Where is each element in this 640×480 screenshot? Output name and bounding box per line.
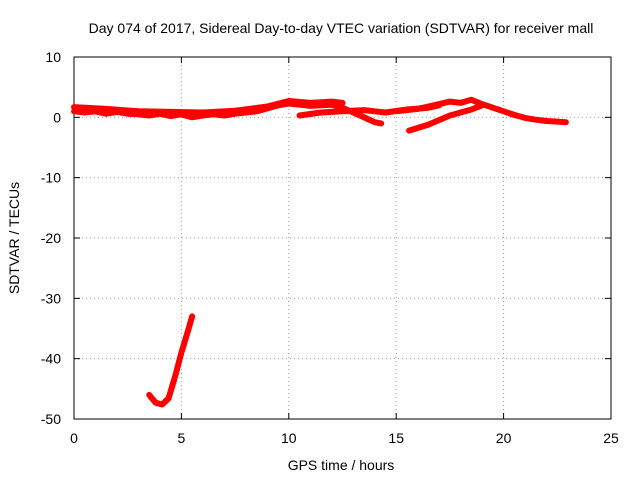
y-tick-label: -30 [41,290,61,306]
x-tick-label: 25 [603,430,619,446]
x-axis-label: GPS time / hours [288,457,395,473]
y-axis-label: SDTVAR / TECUs [6,182,22,294]
grid-lines [74,57,611,419]
y-tick-label: -20 [41,230,61,246]
series-line-mall-dip [146,313,196,408]
y-tick-label: -50 [41,411,61,427]
x-tick-label: 20 [496,430,512,446]
series-layer [71,96,569,408]
y-tick-label: 0 [53,109,61,125]
x-tick-label: 10 [281,430,297,446]
x-tick-label: 5 [178,430,186,446]
x-tick-label: 15 [388,430,404,446]
chart-title: Day 074 of 2017, Sidereal Day-to-day VTE… [89,20,594,36]
y-tick-label: 10 [45,49,61,65]
series-line-mall-late [393,96,569,126]
series-line-mall-main [71,100,385,127]
series-line-mall-late-branch [406,102,486,134]
x-tick-label: 0 [70,430,78,446]
series-line-mall-band-upper [71,98,346,116]
axis-ticks: 0 5 10 15 20 25 -50 -40 -30 -20 -10 0 10 [41,49,619,446]
y-tick-label: -40 [41,351,61,367]
y-tick-label: -10 [41,170,61,186]
